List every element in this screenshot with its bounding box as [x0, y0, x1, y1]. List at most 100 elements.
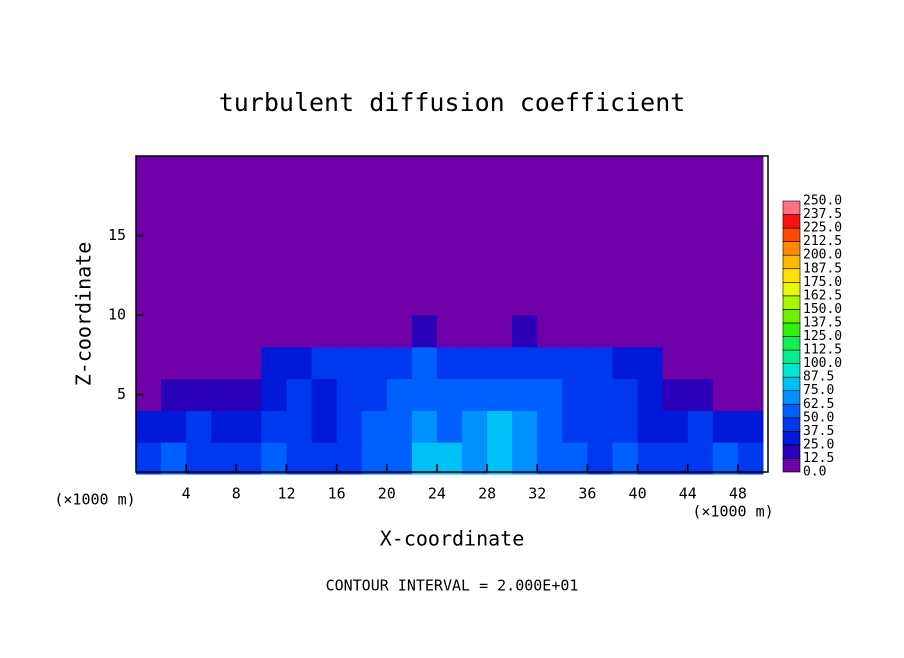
plot-frame [135, 155, 769, 473]
field-cell [487, 346, 513, 380]
field-cell [186, 315, 212, 348]
field-cell [411, 283, 438, 316]
field-cell [336, 378, 363, 411]
field-cell [687, 156, 714, 189]
field-cell [612, 251, 639, 284]
colorbar-label: 0.0 [803, 465, 826, 480]
field-cell [311, 219, 338, 252]
field-cell [286, 378, 313, 411]
field-cell [512, 378, 538, 411]
field-cell [236, 442, 262, 475]
field-cell [361, 187, 388, 221]
field-cell [336, 219, 363, 252]
field-cell [712, 442, 739, 475]
field-cell [487, 251, 513, 284]
field-cell [361, 315, 388, 348]
field-cell [286, 315, 313, 348]
field-cell [286, 219, 313, 252]
field-cell [286, 251, 313, 284]
field-cell [487, 283, 513, 316]
colorbar-label: 100.0 [803, 356, 842, 371]
field-cell [512, 315, 538, 348]
field-cell [637, 346, 664, 380]
field-cell [487, 410, 513, 443]
colorbar-swatch [782, 241, 801, 256]
field-cell [161, 187, 187, 221]
field-cell [537, 251, 563, 284]
field-cell [311, 156, 338, 189]
field-cell [662, 315, 689, 348]
field-cell [286, 442, 313, 475]
field-cell [361, 283, 388, 316]
field-cell [361, 251, 388, 284]
field-cell [386, 187, 413, 221]
field-cell [462, 315, 488, 348]
field-cell [236, 251, 262, 284]
colorbar-swatch [782, 214, 801, 229]
field-cell [436, 251, 463, 284]
colorbar-swatch [782, 254, 801, 270]
field-cell [286, 410, 313, 443]
x-tick-label: 8 [232, 485, 241, 503]
field-cell [562, 315, 588, 348]
field-cell [186, 251, 212, 284]
x-tick-label: 32 [528, 485, 546, 503]
field-cell [637, 187, 664, 221]
field-cell [462, 187, 488, 221]
field-cell [286, 156, 313, 189]
x-tick-label: 16 [328, 485, 346, 503]
field-cell [712, 283, 739, 316]
chart-title: turbulent diffusion coefficient [219, 88, 686, 117]
field-cell [737, 410, 764, 443]
field-cell [161, 283, 187, 316]
field-cell [512, 442, 538, 475]
field-cell [386, 442, 413, 475]
colorbar-label: 250.0 [803, 194, 842, 209]
field-cell [361, 442, 388, 475]
field-cell [637, 219, 664, 252]
colorbar-swatch [782, 322, 801, 337]
colorbar-swatch [782, 390, 801, 405]
field-cell [737, 283, 764, 316]
field-cell [136, 315, 162, 348]
field-cell [386, 346, 413, 380]
field-cell [637, 251, 664, 284]
field-cell [537, 346, 563, 380]
field-cell [261, 315, 287, 348]
field-cell [562, 156, 588, 189]
field-cell [236, 315, 262, 348]
field-cell [361, 378, 388, 411]
x-tick-label: 48 [729, 485, 747, 503]
field-cell [261, 219, 287, 252]
field-cell [136, 187, 162, 221]
field-cell [562, 187, 588, 221]
field-cell [286, 346, 313, 380]
field-cell [462, 410, 488, 443]
field-cell [336, 410, 363, 443]
field-cell [411, 315, 438, 348]
field-cell [737, 346, 764, 380]
x-tick-label: 28 [478, 485, 496, 503]
x-tick-label: 40 [629, 485, 647, 503]
field-cell [361, 156, 388, 189]
field-cell [662, 283, 689, 316]
field-cell [537, 283, 563, 316]
y-tick-label: 15 [108, 226, 126, 244]
field-cell [687, 378, 714, 411]
field-cell [537, 156, 563, 189]
colorbar-label: 175.0 [803, 275, 842, 290]
colorbar-label: 62.5 [803, 397, 834, 412]
colorbar-swatch [782, 227, 801, 242]
field-cell [487, 378, 513, 411]
colorbar-label: 75.0 [803, 383, 834, 398]
colorbar-label: 12.5 [803, 451, 834, 466]
colorbar-label: 125.0 [803, 329, 842, 344]
field-cell [687, 410, 714, 443]
field-cell [662, 187, 689, 221]
field-cell [687, 315, 714, 348]
field-cell [411, 219, 438, 252]
field-cell [737, 219, 764, 252]
field-cell [286, 187, 313, 221]
colorbar-label: 225.0 [803, 221, 842, 236]
field-cell [411, 410, 438, 443]
